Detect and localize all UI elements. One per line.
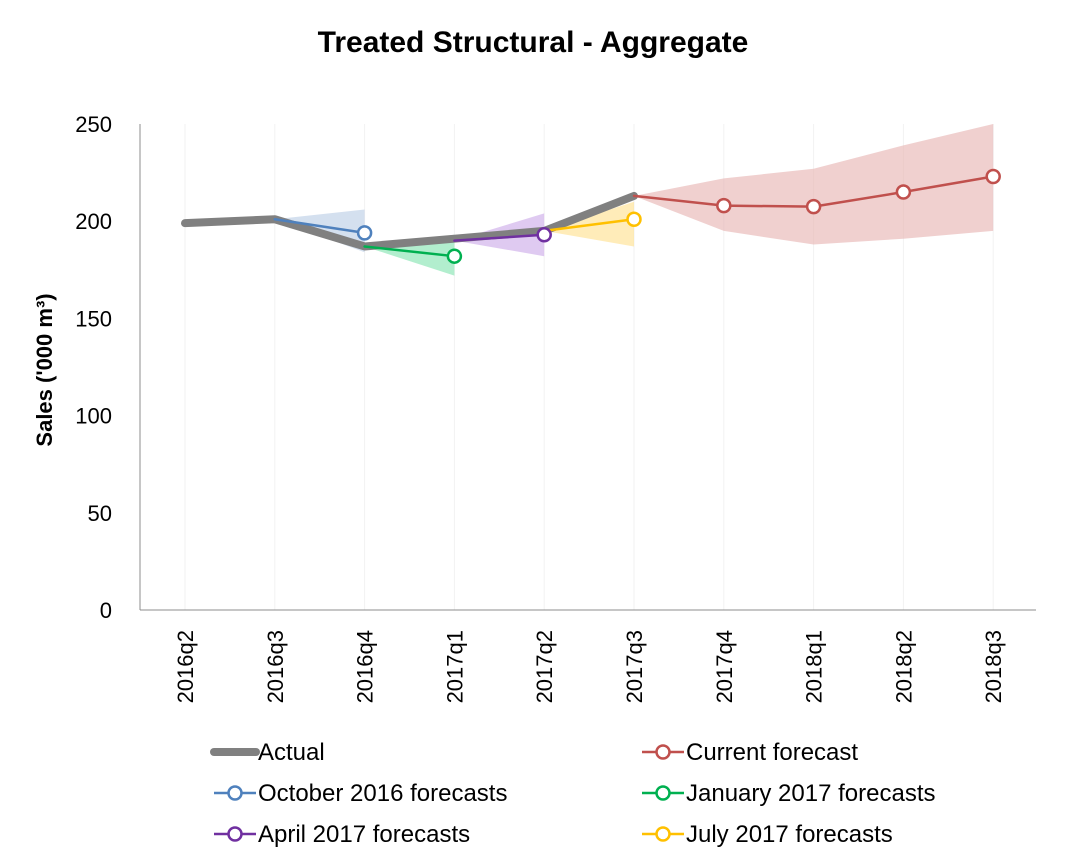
line-july-2017-forecasts — [542, 218, 636, 233]
line-january-2017-forecasts — [363, 245, 456, 258]
x-tick-2017q3: 2017q3 — [622, 630, 647, 703]
x-tick-2016q3: 2016q3 — [263, 630, 288, 703]
y-tick-200: 200 — [75, 209, 112, 234]
marker-july-2017-forecasts-2017q3 — [626, 211, 642, 228]
line-april-2017-forecasts — [453, 233, 546, 242]
legend-label-actual: Actual — [258, 739, 325, 766]
y-tick-0: 0 — [100, 598, 112, 623]
marker-october-2016-forecasts-2016q4 — [356, 225, 373, 241]
y-tick-labels: 0 50 100 150 200 250 — [75, 112, 112, 623]
y-tick-50: 50 — [88, 501, 112, 526]
legend-item-april-2017-forecasts: April 2017 forecasts — [214, 821, 470, 848]
marker-current-forecast-2017q4 — [716, 197, 732, 214]
marker-january-2017-forecasts-2017q1 — [446, 248, 463, 264]
marker-current-forecast-2018q1 — [805, 198, 822, 215]
x-tick-2016q4: 2016q4 — [353, 630, 378, 703]
legend-marker-october-2016-forecasts — [227, 785, 243, 801]
x-tick-2017q2: 2017q2 — [532, 630, 557, 703]
y-tick-100: 100 — [75, 404, 112, 429]
legend-item-january-2017-forecasts: January 2017 forecasts — [642, 780, 935, 807]
x-tick-labels: 2016q2 2016q3 2016q4 2017q1 2017q2 2017q3 2017… — [173, 630, 1006, 703]
chart-title: Treated Structural - Aggregate — [318, 26, 749, 59]
x-tick-2017q4: 2017q4 — [712, 630, 737, 703]
y-tick-150: 150 — [75, 306, 112, 331]
legend-label-april-2017-forecasts: April 2017 forecasts — [258, 821, 470, 848]
x-tick-2017q1: 2017q1 — [442, 630, 467, 703]
legend-item-july-2017-forecasts: July 2017 forecasts — [642, 821, 893, 848]
legend-marker-january-2017-forecasts — [655, 785, 671, 801]
legend: Actual Current forecast October 2016 forec… — [210, 739, 935, 848]
legend-marker-april-2017-forecasts — [227, 826, 243, 842]
x-tick-2016q2: 2016q2 — [173, 630, 198, 703]
legend-item-current-forecast: Current forecast — [642, 739, 858, 766]
axes — [139, 124, 1036, 611]
x-tick-2018q1: 2018q1 — [802, 630, 827, 703]
y-axis-label: Sales ('000 m³) — [32, 293, 57, 446]
legend-marker-july-2017-forecasts — [655, 826, 671, 842]
legend-item-actual: Actual — [210, 739, 325, 766]
band-current-forecast — [634, 124, 994, 245]
marker-april-2017-forecasts-2017q2 — [536, 227, 552, 243]
x-tick-2018q3: 2018q3 — [981, 630, 1006, 703]
series-markers — [356, 168, 1001, 264]
marker-current-forecast-2018q3 — [985, 168, 1001, 185]
legend-label-january-2017-forecasts: January 2017 forecasts — [686, 780, 935, 807]
legend-item-october-2016-forecasts: October 2016 forecasts — [214, 780, 507, 807]
marker-current-forecast-2018q2 — [895, 184, 912, 200]
line-actual — [181, 191, 638, 251]
legend-marker-current-forecast — [655, 744, 671, 760]
line-october-2016-forecasts — [273, 218, 366, 235]
x-tick-2018q2: 2018q2 — [891, 630, 916, 703]
legend-label-july-2017-forecasts: July 2017 forecasts — [686, 821, 893, 848]
legend-label-current-forecast: Current forecast — [686, 739, 858, 766]
legend-label-october-2016-forecasts: October 2016 forecasts — [258, 780, 507, 807]
y-tick-250: 250 — [75, 112, 112, 137]
